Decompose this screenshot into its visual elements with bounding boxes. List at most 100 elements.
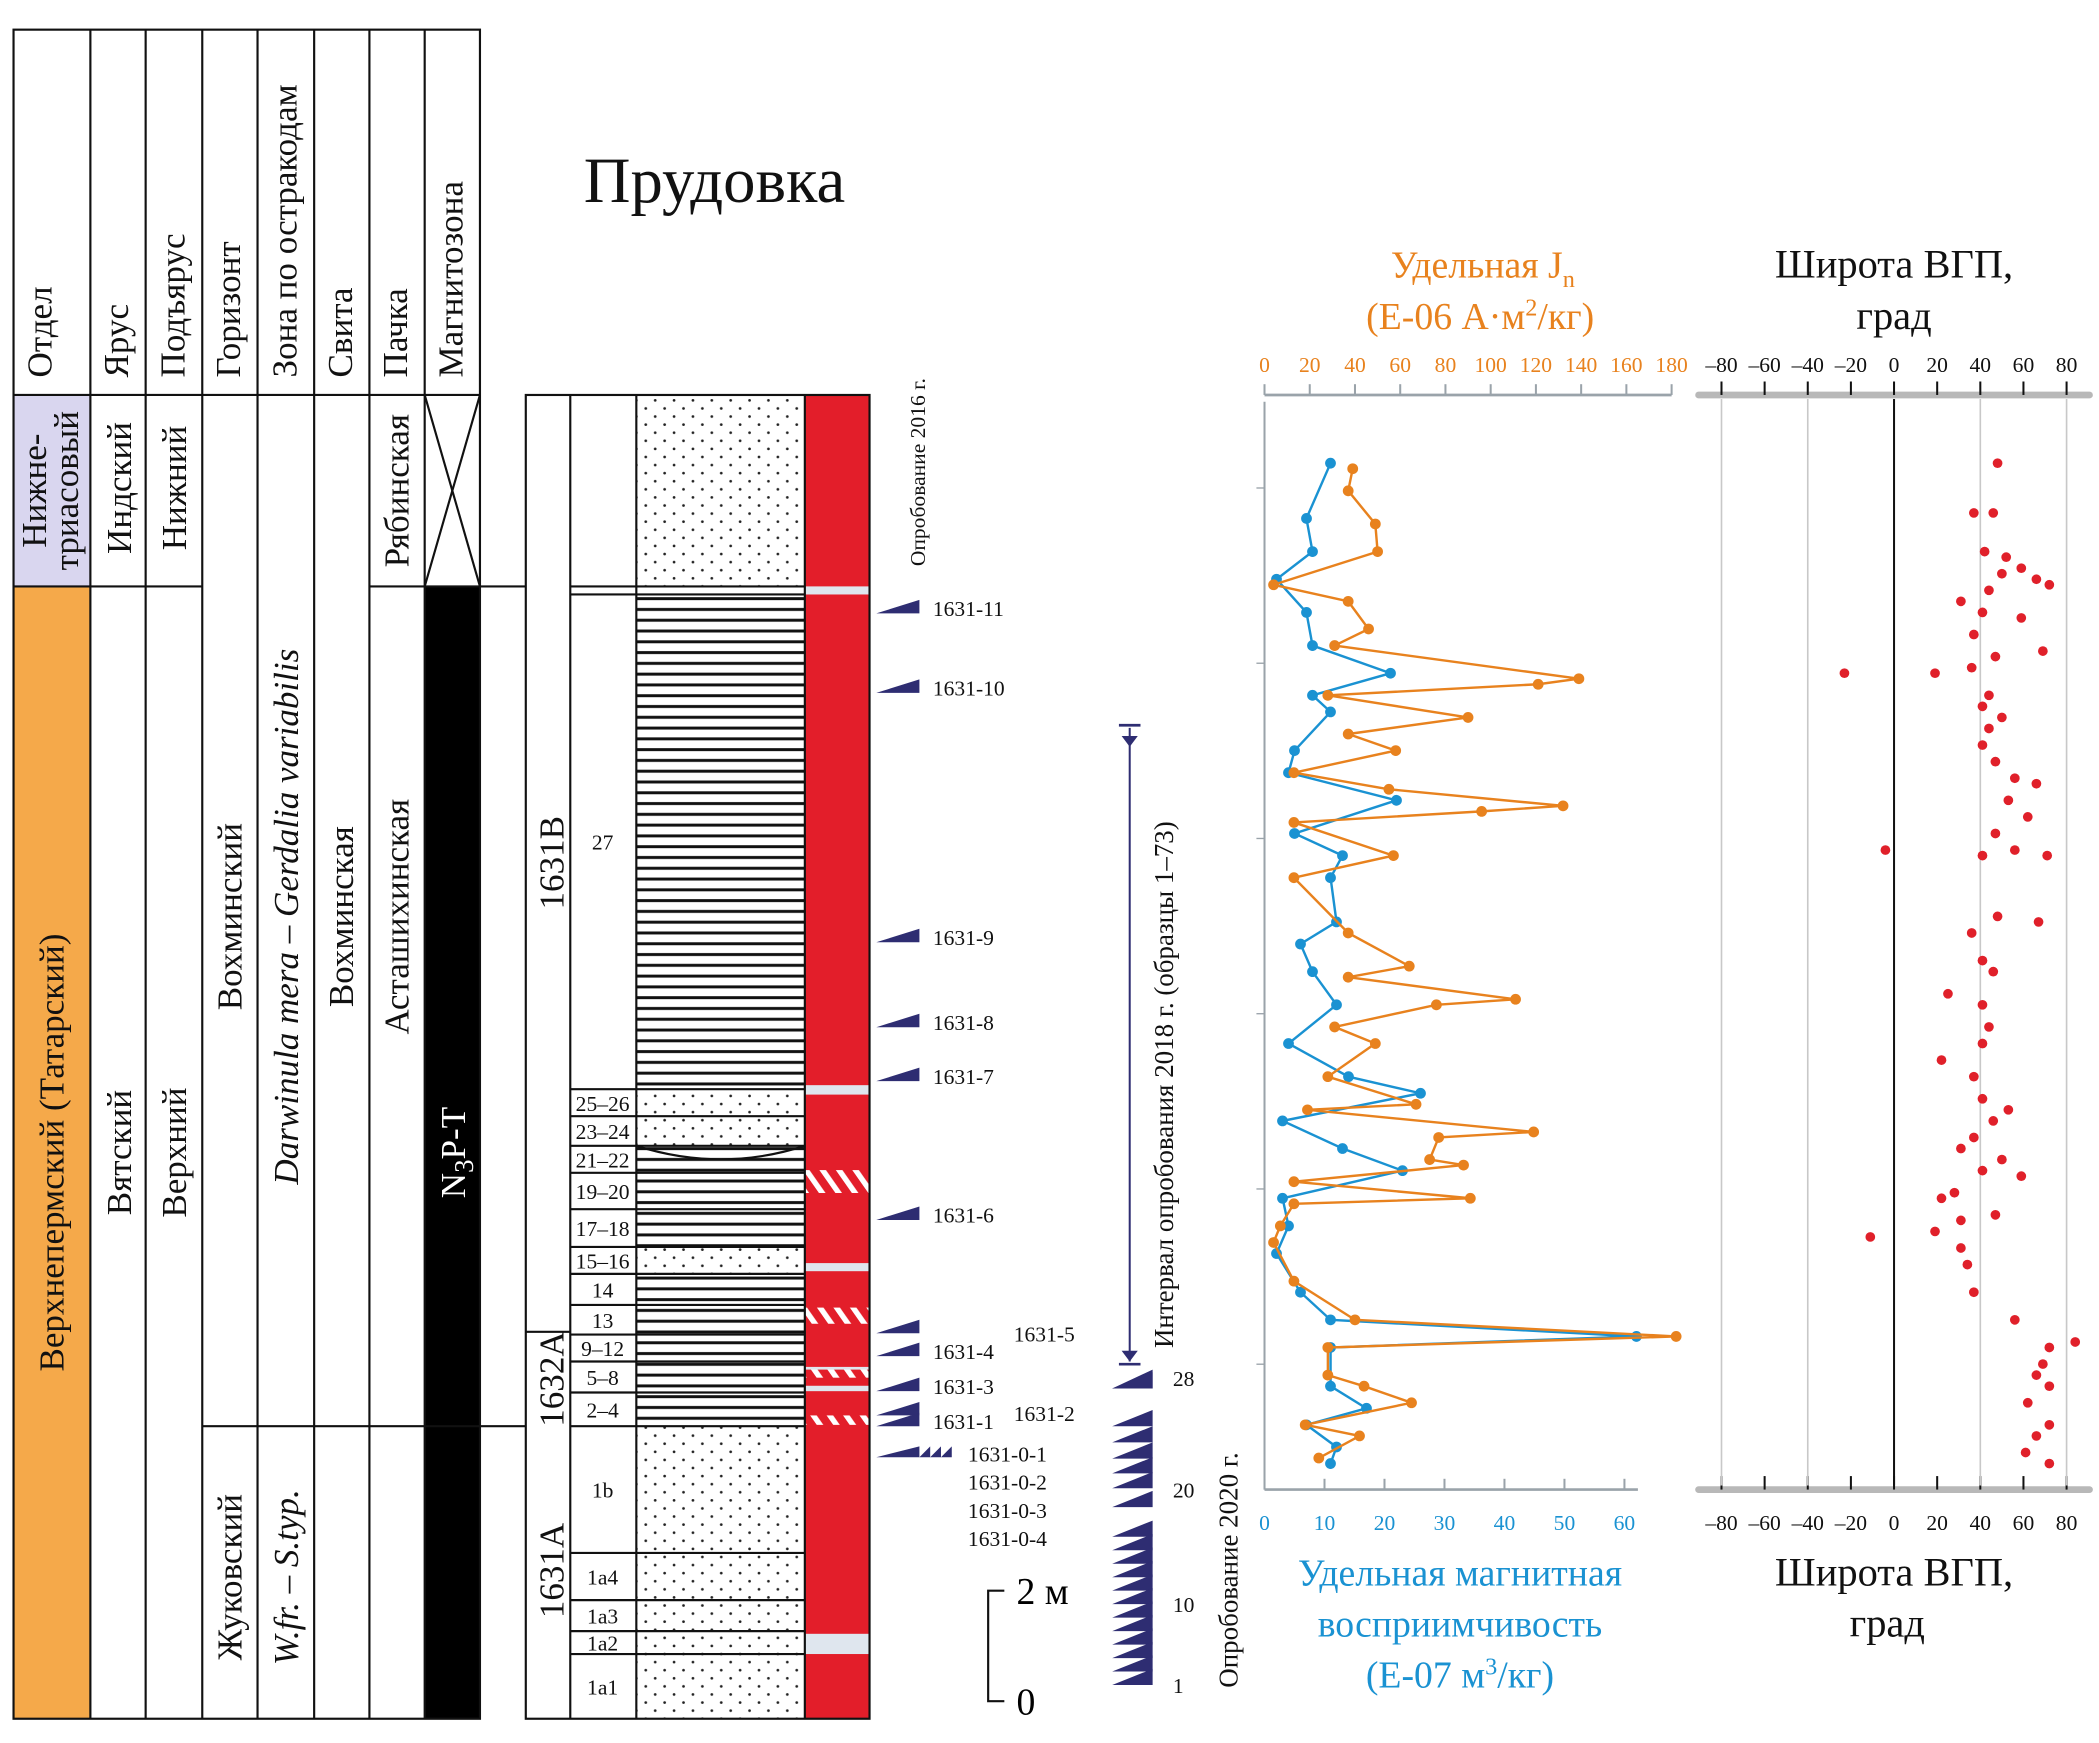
susceptibility-point: [1325, 457, 1336, 469]
lithology-layer: [636, 1116, 805, 1146]
lithology-layer: [636, 1209, 805, 1247]
susceptibility-point: [1295, 1286, 1306, 1298]
sample-marker-icon: [1112, 1472, 1153, 1489]
susceptibility-point: [1415, 1087, 1426, 1099]
sample-marker-icon: [876, 928, 920, 943]
jn-point: [1369, 1038, 1381, 1049]
sample-marker-icon: [1112, 1641, 1153, 1659]
jn-tick-label: 20: [1299, 353, 1321, 377]
jn-tick-label: 60: [1389, 353, 1411, 377]
vgp-point: [1977, 701, 1988, 712]
vgp-point: [1930, 668, 1940, 679]
jn-point: [1388, 850, 1399, 861]
sample-label: 1631-6: [933, 1204, 994, 1228]
jn-tick-label: 180: [1655, 353, 1687, 377]
sampling-2020-number-1: 1: [1173, 1674, 1184, 1698]
vgp-point: [1988, 1116, 1999, 1126]
sample-marker-icon: [876, 1206, 920, 1220]
polarity-gap: [804, 1263, 870, 1272]
vgp-point: [1990, 828, 2001, 839]
vgp-point: [2038, 646, 2048, 656]
vgp-point: [1936, 1055, 1947, 1065]
vgp-point: [1936, 1193, 1947, 1204]
jn-point: [1329, 1021, 1341, 1033]
vgp-tick-label-top: –40: [1791, 353, 1824, 377]
vgp-point: [2022, 812, 2033, 822]
svita: Вохминская: [322, 826, 361, 1007]
section-1631A: 1631A: [533, 1522, 572, 1618]
vgp-tick-label-top: 60: [2013, 353, 2035, 377]
vgp-point: [2009, 1315, 2020, 1325]
sample-marker-icon: [1112, 1561, 1153, 1578]
podyarus-lower: Нижний: [155, 426, 194, 551]
jn-point: [1372, 546, 1383, 558]
sample-marker-icon: [876, 1067, 920, 1082]
lithology-layer: [636, 1089, 805, 1117]
section-1632A: 1632A: [533, 1331, 572, 1427]
interval-2018-label: Интервал опробования 2018 г. (образцы 1–…: [1149, 821, 1179, 1348]
jn-point: [1322, 1342, 1334, 1353]
sample-marker-icon: [1112, 1574, 1153, 1591]
jn-point: [1313, 1452, 1325, 1464]
vgp-latitude-plot: Широта ВГП, град –80 –80 –60 –60 –40 –40 –20 –2…: [1695, 242, 2093, 1646]
jn-point: [1424, 1154, 1436, 1165]
vgp-point: [1930, 1226, 1940, 1237]
jn-tick-label: 160: [1610, 353, 1642, 377]
lithology-layer: [636, 1246, 805, 1274]
gorizont-1: Вохминский: [210, 823, 249, 1010]
polarity-uncertain-hatch: [804, 1369, 870, 1378]
sample-label: 1631-4: [933, 1340, 994, 1364]
susceptibility-tick-label: 10: [1314, 1511, 1336, 1535]
vgp-point: [2016, 613, 2027, 623]
vgp-point: [1839, 668, 1850, 679]
susceptibility-point: [1307, 689, 1318, 701]
jn-point: [1288, 1198, 1300, 1210]
sample-label: 1631-5: [1014, 1322, 1075, 1346]
jn-point: [1288, 767, 1300, 779]
vgp-point: [2033, 917, 2044, 927]
sample-marker-icon: [1112, 1490, 1153, 1508]
jn-tick-label: 0: [1259, 353, 1270, 377]
vgp-point: [1880, 845, 1891, 855]
vgp-point: [2031, 1370, 2042, 1380]
lithology-layer: [636, 1172, 805, 1210]
jn-point: [1349, 1314, 1361, 1326]
vgp-point: [2031, 574, 2042, 585]
jn-point: [1322, 1369, 1334, 1381]
header-1: Ярус: [97, 304, 136, 377]
polarity-gap: [804, 1633, 870, 1655]
jn-point: [1347, 463, 1359, 475]
bed-number: 1a3: [587, 1605, 618, 1629]
vgp-point: [1968, 508, 1979, 518]
vgp-point: [1984, 723, 1994, 734]
sample-marker-icon: [876, 599, 920, 614]
susceptibility-tick-label: 60: [1614, 1511, 1636, 1535]
sampling-2020-label: Опробование 2020 г.: [1214, 1452, 1244, 1687]
jn-line: [1268, 468, 1677, 1460]
jn-point: [1342, 595, 1354, 607]
polarity-normal: [804, 394, 870, 1719]
vgp-point: [1977, 1093, 1988, 1104]
vgp-point: [1997, 1154, 2007, 1165]
yarus-lower: Индский: [100, 422, 139, 554]
vgp-point: [1966, 662, 1977, 673]
vgp-point: [1956, 1215, 1966, 1226]
susceptibility-point: [1289, 828, 1300, 839]
susceptibility-point: [1283, 1038, 1294, 1049]
pachka-1: Рябинская: [378, 414, 417, 567]
vgp-point: [2031, 778, 2042, 789]
vgp-tick-label-bottom: –20: [1834, 1511, 1867, 1535]
jn-point: [1383, 783, 1395, 795]
lithology-layer: [636, 1304, 805, 1335]
jn-point: [1363, 623, 1374, 635]
sample-marker-icon: [1112, 1655, 1153, 1672]
susceptibility-point: [1283, 1220, 1294, 1232]
vgp-point: [1943, 988, 1953, 999]
bed-number: 25–26: [576, 1092, 630, 1116]
sample-label: 1631-10: [933, 677, 1005, 701]
polarity-uncertain-hatch: [804, 1170, 870, 1194]
sample-marker-icon: [876, 1342, 920, 1357]
jn-point: [1406, 1397, 1417, 1409]
susceptibility-point: [1277, 1115, 1288, 1127]
